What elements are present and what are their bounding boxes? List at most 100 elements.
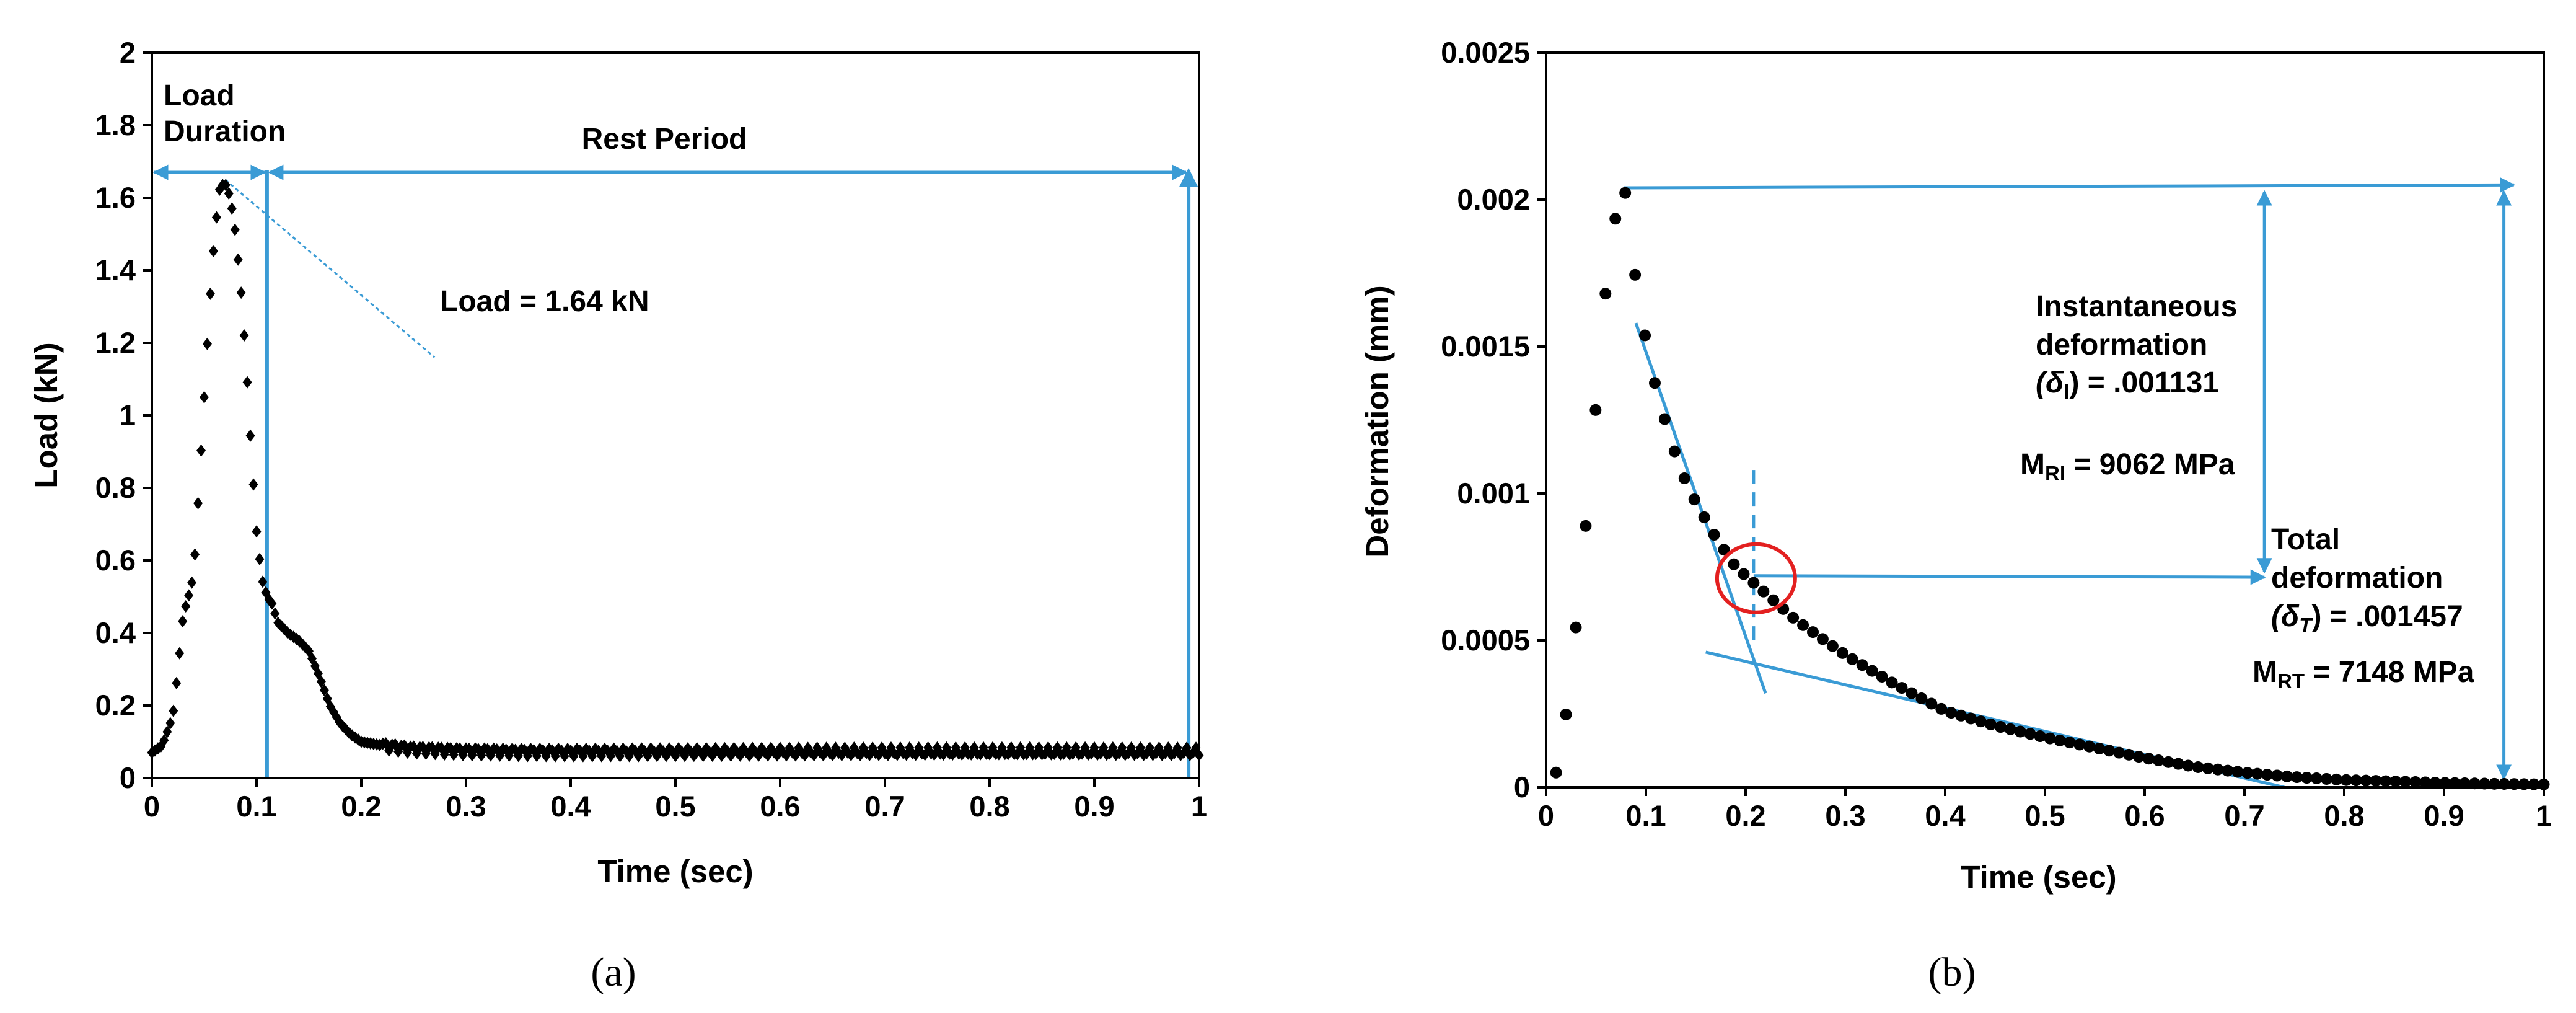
data-point [319,684,329,697]
data-point [172,676,182,689]
data-point [227,202,237,215]
data-point [1599,288,1612,300]
data-point [2113,746,2125,759]
data-point [1826,640,1839,652]
y-tick-label: 0.6 [95,544,136,577]
data-point [224,187,234,200]
data-point [2103,745,2116,757]
data-point [1846,653,1858,665]
y-tick-label: 0.0005 [1441,624,1530,657]
annotations-b [1624,177,2516,789]
data-point [1658,413,1671,425]
instantaneous-value: (δI) = .001131 [2036,366,2219,403]
x-tick-label: 0.8 [969,790,1009,823]
data-point [2014,725,2026,738]
data-point [1708,529,1720,541]
y-tick-label: 1.2 [95,326,136,359]
data-point [1648,377,1661,389]
data-point [230,223,240,236]
data-point [200,391,209,404]
x-tick-label: 0.8 [2324,799,2364,832]
x-tick-label: 0.6 [2124,799,2165,832]
data-point [2271,769,2284,782]
data-point [1994,721,2007,733]
data-point [175,647,185,660]
y-tick-label: 1 [120,399,136,431]
peak-load-leader [224,179,436,358]
data-point [2330,773,2342,785]
total-value: (δT) = .001457 [2271,600,2463,637]
data-point [267,597,277,610]
data-point [178,615,188,628]
data-point [1728,558,1740,570]
peak-load-label: Load = 1.64 kN [440,285,649,318]
x-tick-label: 0.1 [236,790,276,823]
data-point [165,717,175,730]
data-point [245,429,255,442]
data-point [159,734,169,747]
data-point [2399,776,2412,788]
y-tick-label: 0 [120,761,136,794]
data-point [2182,759,2194,772]
data-point [2241,767,2254,779]
y-tick-label: 0.8 [95,471,136,504]
data-point [2044,732,2056,745]
data-point [270,607,280,620]
data-point [1718,544,1730,556]
data-point [1570,621,1582,634]
data-point [2034,730,2046,743]
data-point [1807,626,1819,639]
total-label-line1: Total [2271,523,2340,556]
x-tick-label: 0.3 [446,790,486,823]
data-point [2073,738,2086,751]
data-point [1668,445,1681,458]
data-point [255,552,265,565]
data-point [2281,770,2293,782]
y-tick-label: 1.8 [95,108,136,141]
data-point [2300,772,2313,784]
y-tick-label: 0.0015 [1441,330,1530,363]
load-duration-label: Load Duration [164,79,286,148]
data-point [2261,769,2274,781]
data-point [2142,753,2155,765]
data-point [1589,404,1602,416]
x-tick-label: 1 [1191,790,1207,823]
x-tick-label: 0 [1538,799,1554,832]
chart-a: 0 0.2 0.4 0.6 0.8 1 1.2 1.4 1.6 1.8 2 0 0.1 0.2 0.3 0.… [29,36,1207,995]
x-tick-label: 0.5 [2024,799,2065,832]
x-tick-label: 0.7 [2224,799,2264,832]
y-tick-label: 0 [1514,771,1530,803]
data-point [169,704,178,717]
data-point [248,478,258,491]
data-point [196,444,206,457]
data-point [1550,766,1562,779]
data-point [252,525,262,538]
panel-label-a: (a) [591,950,636,995]
data-point [2320,772,2332,785]
y-axis-label-b: Deformation (mm) [1360,285,1395,557]
y-ticks-a: 0 0.2 0.4 0.6 0.8 1 1.2 1.4 1.6 1.8 2 [95,36,152,794]
data-point [2449,777,2461,789]
points-b [1550,187,2550,790]
data-point [1856,659,1868,671]
y-tick-label: 0.002 [1457,183,1530,216]
data-point [1955,709,1967,722]
data-point [184,589,194,602]
x-tick-label: 0 [144,790,160,823]
data-point [1816,633,1829,645]
data-point [1560,708,1572,720]
data-point [258,575,268,588]
data-point [236,286,246,299]
y-tick-label: 0.4 [95,616,136,649]
data-point [221,179,231,192]
data-point [202,337,212,350]
data-point [1619,187,1632,199]
x-tick-label: 0.6 [760,790,800,823]
data-point [2419,776,2432,789]
data-point [1757,585,1770,598]
data-point [1876,670,1888,683]
x-tick-label: 0.9 [1074,790,1114,823]
x-axis-label-b: Time (sec) [1961,859,2116,895]
data-point [2192,761,2204,773]
